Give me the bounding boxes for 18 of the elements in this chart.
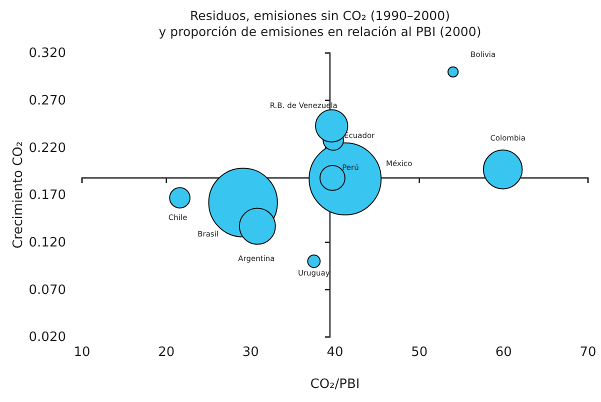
y-tick-label: 0.170 — [28, 188, 66, 204]
y-tick-label: 0.270 — [28, 93, 66, 108]
y-tick-label: 0.220 — [28, 140, 66, 156]
x-tick-label: 60 — [495, 345, 512, 360]
y-tick-label: 0.070 — [28, 282, 66, 298]
x-tick-label: 20 — [158, 345, 175, 360]
x-tick-label: 50 — [411, 345, 428, 360]
y-axis-title: Crecimiento CO₂ — [11, 141, 26, 249]
x-tick-label: 70 — [580, 345, 596, 360]
y-tick-label: 0.320 — [28, 46, 66, 62]
y-tick-label: 0.120 — [28, 235, 66, 250]
y-tick-label: 0.020 — [28, 330, 66, 346]
x-axis-title: CO₂/PBI — [310, 377, 360, 392]
x-tick-label: 10 — [74, 345, 90, 360]
x-tick-label: 30 — [242, 345, 259, 360]
chart-title: Residuos, emisiones sin CO₂ (1990–2000) — [190, 8, 450, 23]
x-tick-label: 40 — [326, 345, 344, 360]
chart-subtitle: y proporción de emisiones en relación al PBI (2000) — [158, 24, 482, 39]
